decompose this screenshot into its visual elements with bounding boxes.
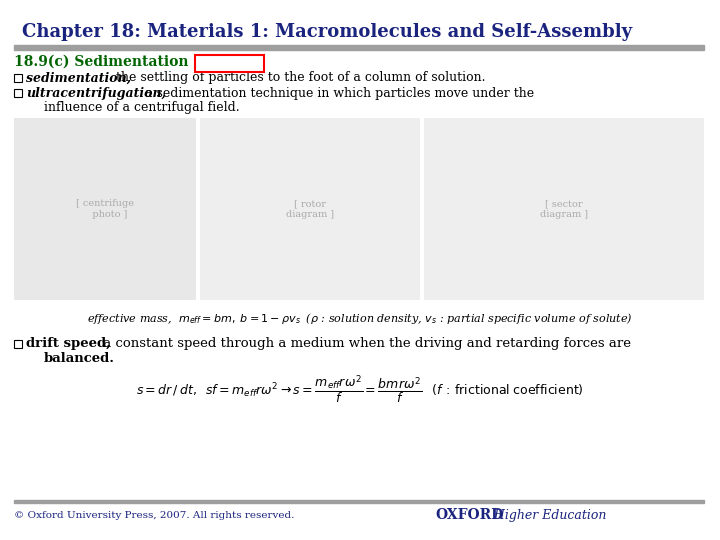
Text: Higher Education: Higher Education [490, 509, 606, 522]
Bar [14, 45, 704, 50]
Text: ultracentrifugation,: ultracentrifugation, [26, 86, 166, 99]
Text: $\overline{M}_n, \overline{M}_w$: $\overline{M}_n, \overline{M}_w$ [207, 54, 251, 72]
Text: balanced.: balanced. [44, 352, 115, 365]
Text: influence of a centrifugal field.: influence of a centrifugal field. [44, 100, 240, 113]
Text: OXFORD: OXFORD [435, 508, 503, 522]
Bar [200, 118, 420, 300]
FancyBboxPatch shape [194, 55, 264, 71]
Bar [14, 89, 22, 97]
Text: $s = dr\,/\,dt,\;\; sf = m_{eff}r\omega^2 \rightarrow s = \dfrac{m_{eff}r\omega^: $s = dr\,/\,dt,\;\; sf = m_{eff}r\omega^… [136, 374, 584, 406]
Text: effective mass,  $m_{eff} = bm,\; b = 1 - \rho v_s\;$ ($\rho$ : solution density: effective mass, $m_{eff} = bm,\; b = 1 -… [87, 310, 633, 326]
Bar [14, 500, 704, 503]
Text: [ centrifuge
   photo ]: [ centrifuge photo ] [76, 199, 134, 219]
Bar [14, 340, 22, 348]
Text: a sedimentation technique in which particles move under the: a sedimentation technique in which parti… [141, 86, 534, 99]
Text: a constant speed through a medium when the driving and retarding forces are: a constant speed through a medium when t… [99, 338, 631, 350]
Bar [424, 118, 704, 300]
Text: 18.9(c) Sedimentation: 18.9(c) Sedimentation [14, 55, 189, 69]
Text: Chapter 18: Materials 1: Macromolecules and Self-Assembly: Chapter 18: Materials 1: Macromolecules … [22, 23, 632, 41]
Text: the settling of particles to the foot of a column of solution.: the settling of particles to the foot of… [112, 71, 485, 84]
Text: drift speed,: drift speed, [26, 338, 111, 350]
Bar [14, 118, 196, 300]
Bar [14, 74, 22, 82]
Text: © Oxford University Press, 2007. All rights reserved.: © Oxford University Press, 2007. All rig… [14, 510, 294, 519]
Text: [ sector
diagram ]: [ sector diagram ] [540, 199, 588, 219]
Text: [ rotor
diagram ]: [ rotor diagram ] [286, 199, 334, 219]
Text: sedimentation,: sedimentation, [26, 71, 131, 84]
